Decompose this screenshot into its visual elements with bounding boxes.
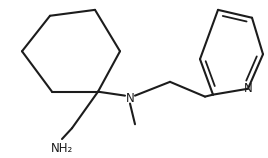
Text: N: N xyxy=(244,82,252,95)
Text: NH₂: NH₂ xyxy=(51,142,73,155)
Text: N: N xyxy=(126,92,134,105)
